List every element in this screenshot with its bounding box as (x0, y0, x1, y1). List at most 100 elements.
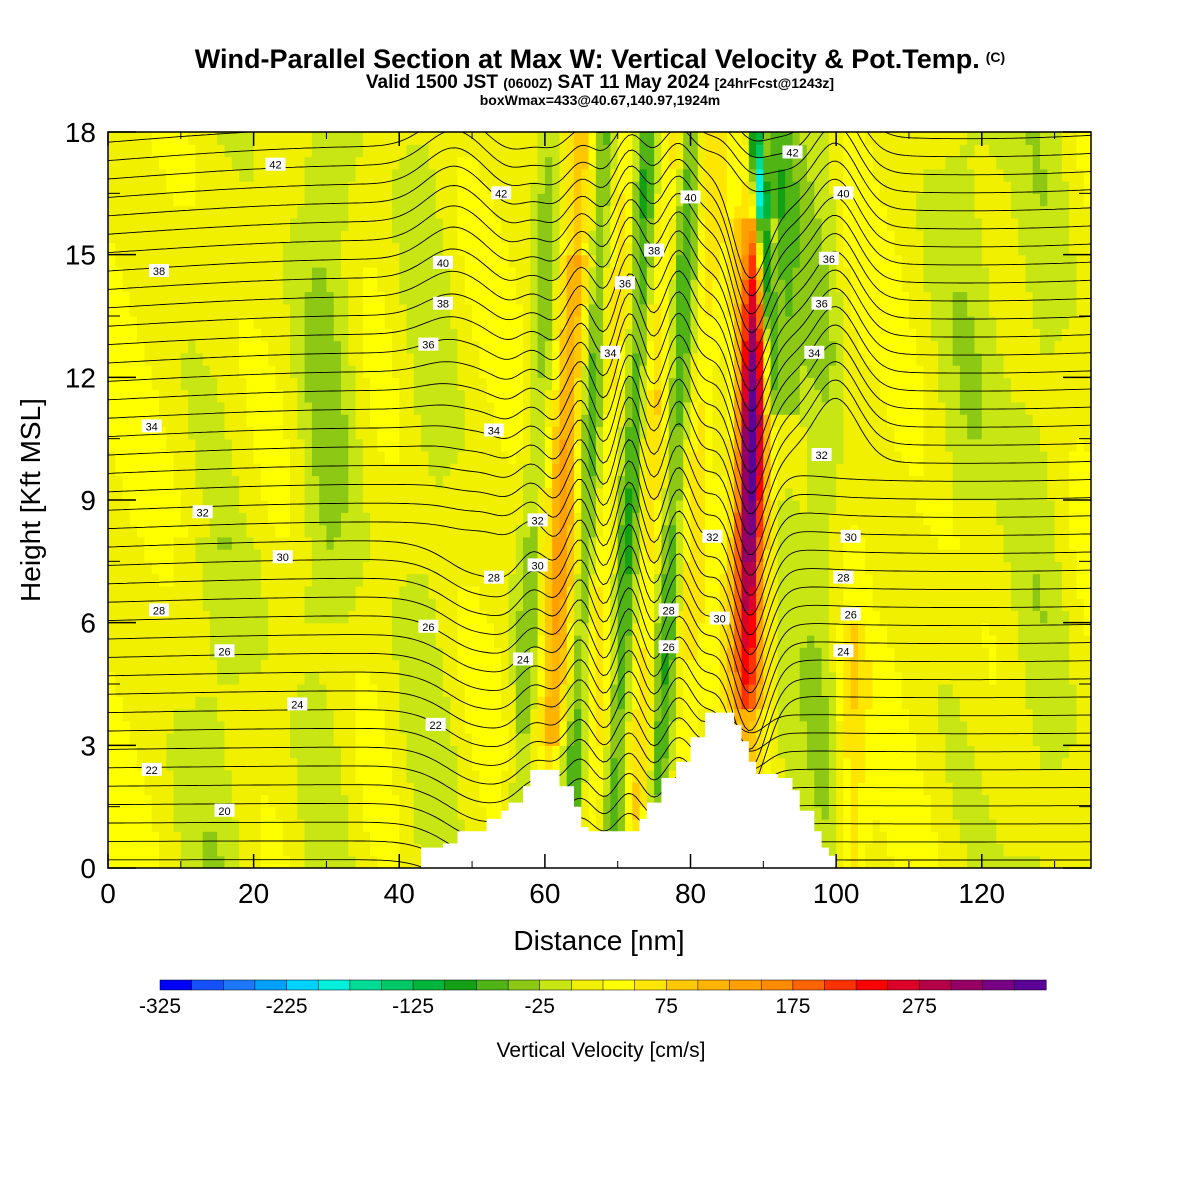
velocity-cell (333, 279, 342, 293)
velocity-cell (253, 193, 262, 207)
velocity-cell (166, 806, 175, 820)
velocity-cell (173, 708, 182, 722)
velocity-cell (406, 475, 415, 489)
velocity-cell (392, 769, 400, 783)
velocity-cell (166, 340, 175, 354)
velocity-cell (435, 769, 444, 783)
velocity-cell (661, 720, 670, 734)
velocity-cell (392, 279, 400, 293)
velocity-cell (544, 549, 553, 562)
velocity-cell (311, 745, 320, 759)
velocity-cell (362, 757, 371, 771)
velocity-cell (188, 671, 196, 685)
velocity-cell (435, 193, 444, 207)
velocity-cell (362, 266, 371, 280)
velocity-cell (668, 561, 677, 575)
velocity-cell (435, 733, 444, 746)
velocity-cell (253, 512, 262, 526)
velocity-cell (530, 622, 539, 636)
velocity-cell (697, 205, 706, 219)
velocity-cell (472, 401, 480, 415)
velocity-cell (290, 316, 298, 329)
velocity-cell (508, 549, 517, 562)
velocity-cell (144, 708, 153, 722)
velocity-cell (355, 487, 364, 501)
velocity-cell (603, 352, 611, 366)
velocity-cell (501, 365, 510, 378)
velocity-cell (676, 242, 684, 256)
velocity-cell (603, 144, 611, 158)
velocity-cell (209, 561, 218, 575)
velocity-cell (406, 132, 415, 145)
velocity-cell (508, 696, 517, 710)
velocity-cell (515, 205, 524, 219)
velocity-cell (501, 389, 510, 403)
velocity-cell (231, 769, 240, 783)
velocity-cell (195, 647, 204, 661)
velocity-cell (610, 549, 619, 562)
velocity-cell (297, 316, 306, 329)
velocity-cell (115, 794, 124, 808)
velocity-cell (209, 855, 218, 868)
velocity-cell (239, 450, 247, 464)
velocity-cell (268, 365, 277, 378)
velocity-cell (304, 352, 313, 366)
velocity-cell (566, 389, 575, 403)
velocity-cell (457, 132, 466, 145)
velocity-cell (348, 316, 357, 329)
velocity-cell (115, 156, 124, 170)
velocity-cell (588, 217, 597, 231)
velocity-cell (581, 242, 590, 256)
velocity-cell (275, 426, 284, 440)
velocity-cell (464, 144, 473, 158)
velocity-cell (173, 524, 182, 538)
velocity-cell (115, 806, 124, 820)
velocity-cell (122, 610, 131, 624)
velocity-cell (115, 401, 124, 415)
velocity-cell (362, 585, 371, 599)
velocity-cell (625, 230, 633, 243)
velocity-cell (595, 634, 604, 648)
velocity-cell (697, 512, 706, 526)
velocity-cell (355, 377, 364, 391)
velocity-cell (479, 549, 488, 562)
velocity-cell (188, 450, 196, 464)
velocity-cell (617, 524, 626, 538)
velocity-cell (173, 610, 182, 624)
velocity-cell (392, 622, 400, 636)
velocity-cell (421, 782, 429, 795)
velocity-cell (603, 696, 611, 710)
velocity-cell (144, 671, 153, 685)
velocity-cell (282, 193, 291, 207)
velocity-cell (122, 291, 131, 305)
velocity-cell (683, 622, 692, 636)
velocity-cell (268, 144, 277, 158)
velocity-cell (574, 536, 582, 550)
velocity-cell (159, 659, 167, 673)
velocity-cell (137, 487, 145, 501)
velocity-cell (632, 794, 641, 808)
velocity-cell (661, 549, 670, 562)
velocity-cell (115, 769, 124, 783)
velocity-cell (690, 622, 699, 636)
velocity-cell (479, 401, 488, 415)
velocity-cell (180, 377, 189, 391)
velocity-cell (428, 684, 437, 697)
velocity-cell (457, 328, 466, 342)
velocity-cell (362, 426, 371, 440)
velocity-cell (159, 806, 167, 820)
velocity-cell (515, 266, 524, 280)
velocity-cell (326, 585, 335, 599)
velocity-cell (326, 475, 335, 489)
velocity-cell (188, 316, 196, 329)
velocity-cell (537, 291, 546, 305)
velocity-cell (151, 389, 160, 403)
velocity-cell (290, 794, 298, 808)
velocity-cell (450, 340, 459, 354)
velocity-cell (479, 500, 488, 513)
velocity-cell (421, 585, 429, 599)
velocity-cell (115, 610, 124, 624)
velocity-cell (319, 475, 328, 489)
velocity-cell (544, 659, 553, 673)
velocity-cell (115, 463, 124, 477)
